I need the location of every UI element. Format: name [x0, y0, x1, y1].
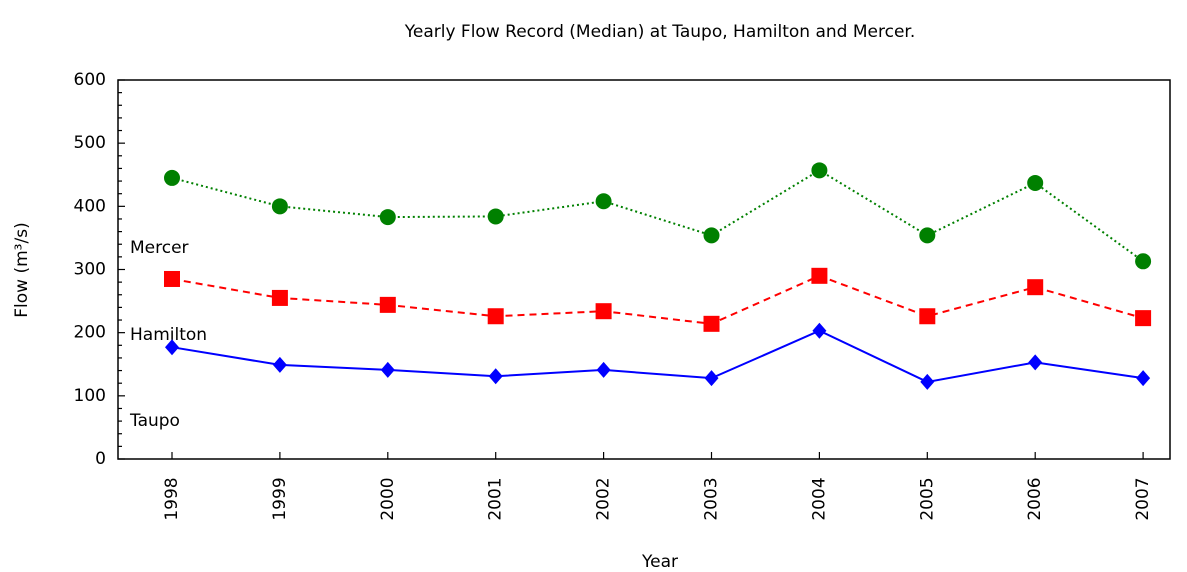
point	[920, 373, 935, 390]
point	[271, 198, 288, 215]
x-tick-label: 2001	[486, 477, 506, 520]
point	[811, 267, 828, 284]
point	[595, 303, 612, 320]
plot-frame	[117, 79, 1171, 460]
y-tick-label: 600	[74, 70, 106, 90]
point	[811, 162, 828, 179]
x-tick-label: 2002	[594, 477, 614, 520]
series-line	[171, 169, 1144, 263]
point	[488, 368, 503, 385]
point	[596, 361, 611, 378]
y-tick-label: 400	[74, 196, 106, 216]
series-label: Mercer	[130, 238, 189, 258]
x-tick-label: 2000	[378, 477, 398, 520]
point	[1027, 279, 1044, 296]
point	[271, 289, 288, 306]
point	[812, 322, 827, 339]
y-tick-label: 100	[74, 386, 106, 406]
series-line	[171, 329, 1144, 383]
point	[379, 209, 396, 226]
point	[380, 361, 395, 378]
x-tick-label: 2005	[917, 477, 937, 520]
y-tick-label: 0	[95, 449, 106, 469]
point	[164, 169, 180, 186]
point	[272, 356, 287, 373]
y-axis-label: Flow (m³/s)	[12, 222, 32, 317]
point	[1135, 310, 1152, 327]
x-axis-label: Year	[641, 552, 678, 572]
series-label: Taupo	[129, 411, 180, 431]
point	[704, 370, 719, 387]
point	[703, 227, 720, 244]
series-line	[171, 274, 1144, 325]
point	[1028, 354, 1043, 371]
x-tick-label: 1998	[162, 477, 182, 520]
y-tick-label: 200	[74, 323, 106, 343]
point	[1136, 370, 1151, 387]
point	[1135, 253, 1152, 270]
point	[164, 270, 180, 287]
point	[379, 296, 396, 313]
point	[1027, 174, 1044, 191]
x-tick-label: 2007	[1133, 477, 1153, 520]
x-tick-label: 2004	[809, 477, 829, 520]
point	[487, 308, 504, 325]
y-tick-label: 300	[74, 260, 106, 280]
point	[595, 193, 612, 210]
x-tick-label: 2006	[1025, 477, 1045, 520]
point	[919, 308, 936, 325]
point	[487, 208, 504, 225]
point	[919, 227, 936, 244]
point	[165, 339, 179, 356]
x-tick-label: 1999	[270, 477, 290, 520]
series-label: Hamilton	[130, 325, 207, 345]
y-tick-label: 500	[74, 133, 106, 153]
chart-title: Yearly Flow Record (Median) at Taupo, Ha…	[404, 22, 916, 42]
x-tick-label: 2003	[702, 477, 722, 520]
point	[703, 315, 720, 332]
